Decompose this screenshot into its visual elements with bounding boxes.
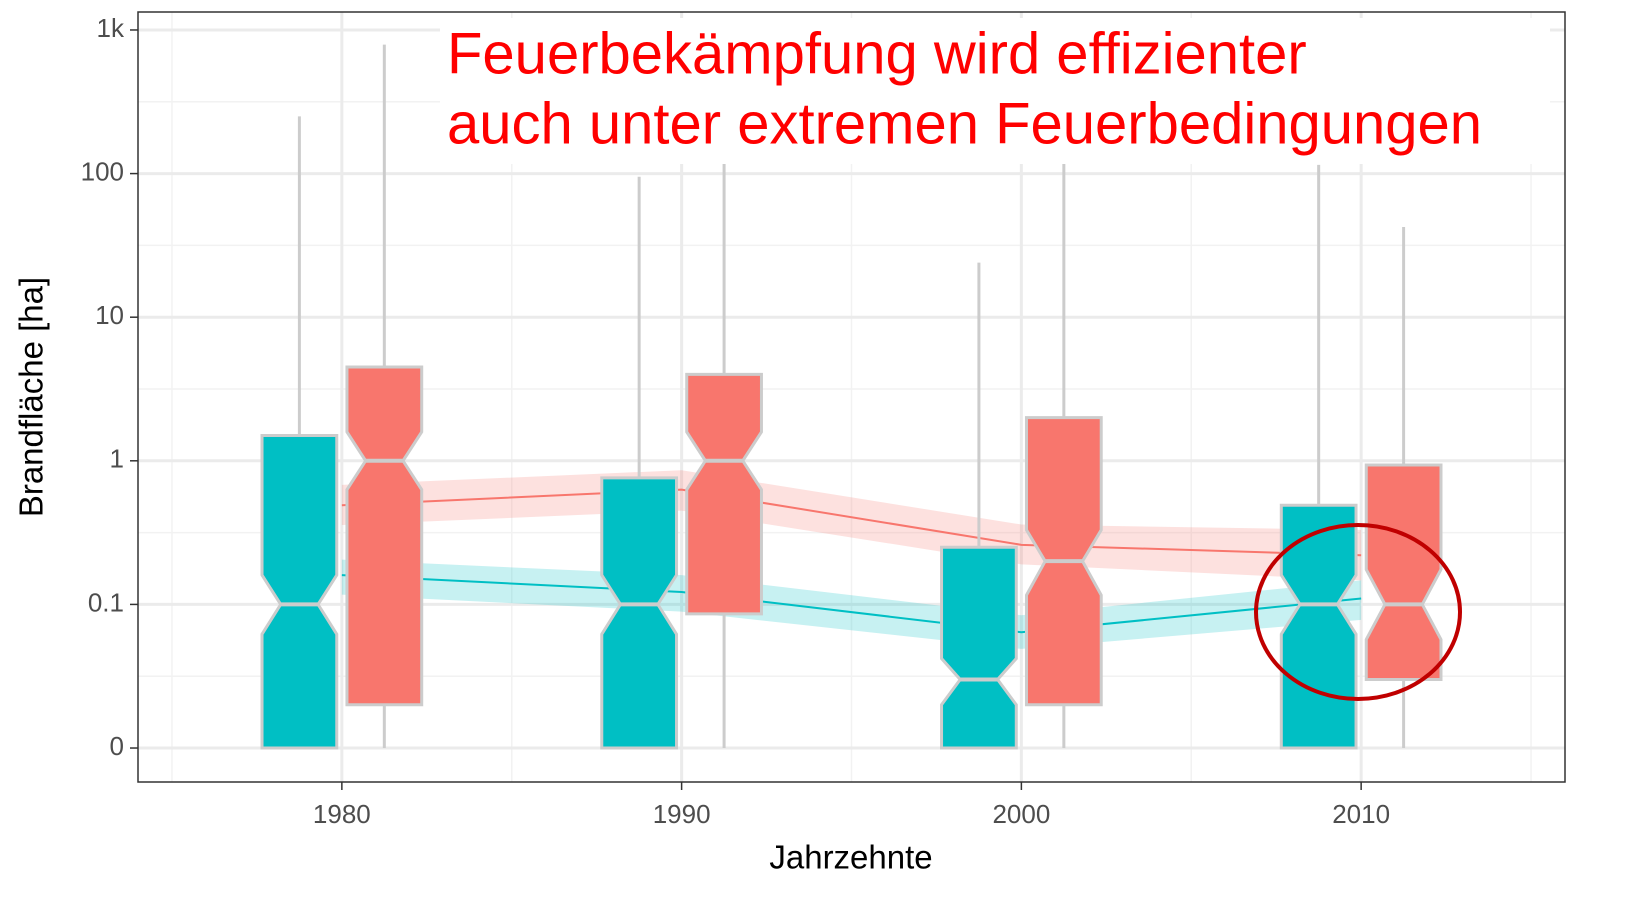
- y-tick-label: 10: [95, 300, 124, 330]
- trend-layer: [341, 470, 1362, 649]
- trend-line: [341, 574, 1362, 634]
- annotation: auch unter extremen Feuerbedingungen: [447, 91, 1482, 156]
- trend-line: [341, 488, 1362, 557]
- box: [345, 365, 424, 707]
- box: [1364, 463, 1443, 682]
- trend-ribbon: [341, 559, 1362, 649]
- box-layer: [260, 44, 1443, 750]
- y-tick-label: 100: [81, 156, 124, 186]
- annotation: Feuerbekämpfung wird effizienter: [447, 21, 1307, 86]
- box: [940, 545, 1018, 750]
- x-tick-label: 2000: [992, 799, 1050, 829]
- annotation-background: [440, 18, 1550, 164]
- trend-ribbon: [341, 470, 1362, 581]
- y-tick-label: 0.1: [88, 587, 124, 617]
- x-tick-label: 1980: [313, 799, 371, 829]
- plot-border: [137, 11, 1566, 783]
- y-tick-label: 0: [110, 731, 124, 761]
- box: [260, 434, 339, 750]
- y-tick-label: 1k: [97, 13, 125, 43]
- x-tick-label: 2010: [1332, 799, 1390, 829]
- box: [685, 372, 763, 616]
- box: [600, 476, 679, 750]
- x-tick-label: 1990: [653, 799, 711, 829]
- x-axis-title: Jahrzehnte: [769, 839, 932, 876]
- highlight-ellipse: [1254, 523, 1462, 701]
- y-tick-label: 1: [110, 444, 124, 474]
- y-axis-title: Brandfläche [ha]: [13, 277, 50, 517]
- box: [1279, 503, 1358, 750]
